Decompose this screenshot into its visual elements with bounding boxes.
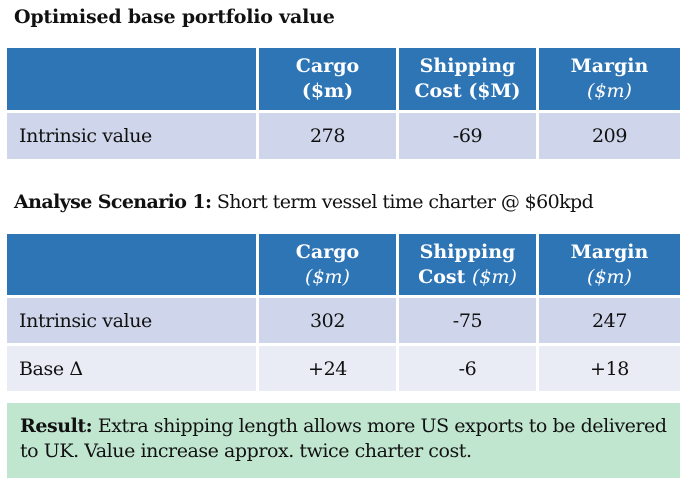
header-margin: Margin ($m) xyxy=(539,48,680,110)
scenario-description: Short term vessel time charter @ $60kpd xyxy=(211,191,594,213)
table-row: Intrinsic value 302 -75 247 xyxy=(7,298,680,343)
header-margin-line1: Margin xyxy=(570,240,649,263)
cell-cargo: +24 xyxy=(259,346,396,391)
table-header-row: Cargo ($m) Shipping Cost ($M) Margin ($m… xyxy=(7,48,680,110)
cell-margin: 209 xyxy=(539,113,680,159)
result-box: Result: Extra shipping length allows mor… xyxy=(7,403,680,478)
header-cargo: Cargo ($m) xyxy=(259,234,396,295)
result-text: Extra shipping length allows more US exp… xyxy=(20,415,667,462)
row-label: Intrinsic value xyxy=(7,113,256,159)
cell-shipping: -69 xyxy=(399,113,536,159)
header-margin-unit: ($m) xyxy=(587,265,632,288)
row-label: Base Δ xyxy=(7,346,256,391)
scenario-table: Cargo ($m) Shipping Cost ($m) Margin ($m… xyxy=(4,231,683,394)
table-row: Intrinsic value 278 -69 209 xyxy=(7,113,680,159)
header-shipping-cost: Shipping Cost ($M) xyxy=(399,48,536,110)
header-margin-unit: ($m) xyxy=(587,80,632,102)
header-cargo-unit: ($m) xyxy=(301,80,354,102)
row-label: Intrinsic value xyxy=(7,298,256,343)
cell-shipping: -6 xyxy=(399,346,536,391)
cell-cargo: 278 xyxy=(259,113,396,159)
base-portfolio-table: Cargo ($m) Shipping Cost ($M) Margin ($m… xyxy=(4,45,683,162)
table-header-row: Cargo ($m) Shipping Cost ($m) Margin ($m… xyxy=(7,234,680,295)
header-cargo-line1: Cargo xyxy=(295,55,360,77)
header-shipping-line1: Shipping xyxy=(419,240,516,263)
scenario-heading: Analyse Scenario 1: Short term vessel ti… xyxy=(14,191,594,213)
header-cargo-line1: Cargo xyxy=(295,240,360,263)
header-margin: Margin ($m) xyxy=(539,234,680,295)
header-margin-line1: Margin xyxy=(570,55,649,77)
header-cargo: Cargo ($m) xyxy=(259,48,396,110)
section-title-base-portfolio: Optimised base portfolio value xyxy=(14,6,335,28)
header-shipping-unit: ($m) xyxy=(471,265,517,288)
header-cargo-unit: ($m) xyxy=(305,265,350,288)
table-row: Base Δ +24 -6 +18 xyxy=(7,346,680,391)
cell-cargo: 302 xyxy=(259,298,396,343)
cell-margin: 247 xyxy=(539,298,680,343)
cell-shipping: -75 xyxy=(399,298,536,343)
header-empty xyxy=(7,234,256,295)
header-empty xyxy=(7,48,256,110)
header-shipping-cost: Shipping Cost ($m) xyxy=(399,234,536,295)
header-shipping-line1: Shipping xyxy=(419,55,516,77)
cell-margin: +18 xyxy=(539,346,680,391)
scenario-label: Analyse Scenario 1: xyxy=(14,191,212,213)
result-label: Result: xyxy=(20,415,93,437)
header-shipping-unit: Cost ($M) xyxy=(414,80,521,102)
header-shipping-prefix: Cost xyxy=(418,265,472,288)
